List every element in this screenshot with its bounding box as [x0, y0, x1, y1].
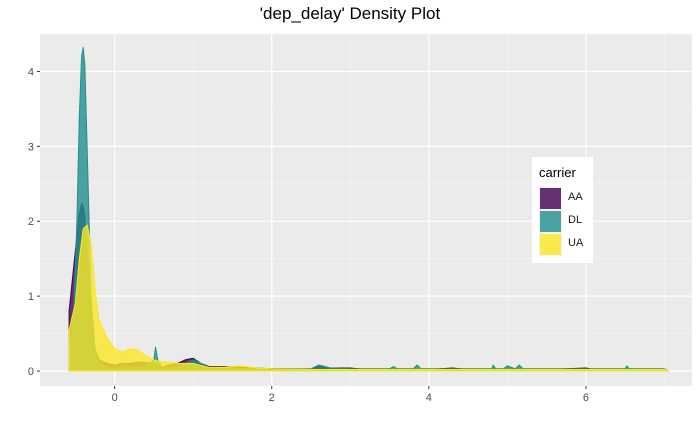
legend: carrier AA DL UA	[532, 157, 593, 263]
legend-label-dl: DL	[568, 214, 583, 226]
legend-key-aa	[539, 187, 562, 210]
y-tick-label: 2	[28, 216, 34, 228]
legend-item-ua: UA	[539, 233, 593, 256]
legend-label-aa: AA	[568, 191, 583, 203]
plot-panel	[40, 34, 692, 386]
legend-swatch-ua	[540, 234, 561, 255]
legend-key-dl	[539, 210, 562, 233]
x-tick-label: 0	[112, 392, 118, 404]
axes: 0 2 4 6 0 1 2 3 4	[28, 66, 589, 404]
x-tick-label: 2	[269, 392, 275, 404]
x-tick-label: 4	[426, 392, 432, 404]
legend-swatch-dl	[540, 211, 561, 232]
legend-item-aa: AA	[539, 187, 593, 210]
legend-label-ua: UA	[568, 237, 584, 249]
y-tick-label: 3	[28, 141, 34, 153]
y-tick-label: 1	[28, 291, 34, 303]
density-area-ua	[68, 224, 669, 372]
chart-title: 'dep_delay' Density Plot	[259, 4, 441, 23]
y-tick-label: 4	[28, 66, 34, 78]
density-areas	[68, 47, 669, 372]
legend-item-dl: DL	[539, 210, 593, 233]
y-tick-label: 0	[28, 366, 34, 378]
x-tick-label: 6	[583, 392, 589, 404]
legend-title: carrier	[539, 165, 576, 180]
legend-swatch-aa	[540, 188, 561, 209]
legend-key-ua	[539, 233, 562, 256]
